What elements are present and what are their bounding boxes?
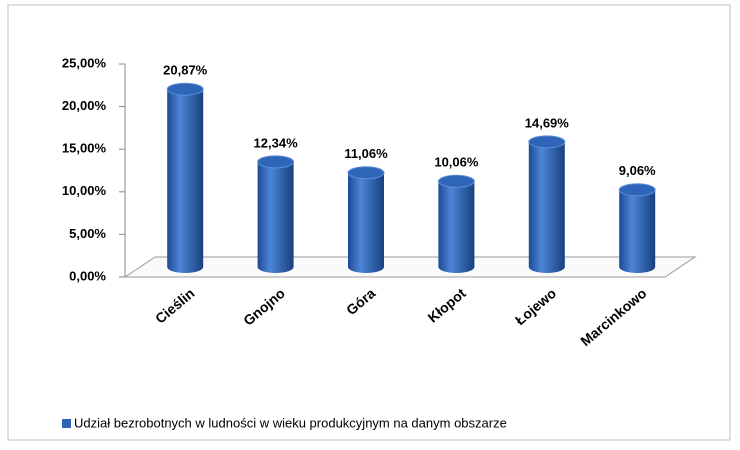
legend-label: Udział bezrobotnych w ludności w wieku p… bbox=[74, 415, 507, 430]
y-tick-label: 5,00% bbox=[69, 226, 106, 241]
data-label: 9,06% bbox=[619, 163, 656, 178]
bar-top bbox=[618, 183, 656, 197]
data-label: 10,06% bbox=[434, 155, 479, 170]
y-tick-label: 25,00% bbox=[62, 55, 107, 70]
bar-top bbox=[257, 155, 295, 169]
bar bbox=[528, 141, 565, 273]
bar bbox=[167, 89, 204, 274]
bar bbox=[619, 189, 656, 273]
bar-top bbox=[166, 82, 204, 96]
y-tick-label: 10,00% bbox=[62, 183, 107, 198]
floor bbox=[123, 256, 697, 278]
data-label: 11,06% bbox=[344, 146, 388, 161]
y-tick-label: 15,00% bbox=[62, 141, 107, 156]
data-label: 20,87% bbox=[163, 63, 208, 78]
legend-swatch bbox=[62, 419, 71, 428]
bar-top bbox=[437, 174, 475, 188]
bar bbox=[257, 161, 294, 273]
data-label: 14,69% bbox=[525, 115, 570, 130]
bar bbox=[438, 181, 475, 273]
y-tick-label: 20,00% bbox=[62, 98, 107, 113]
bar bbox=[348, 172, 384, 273]
bar-top bbox=[528, 135, 566, 149]
y-tick-label: 0,00% bbox=[69, 268, 106, 283]
data-label: 12,34% bbox=[254, 135, 299, 150]
bar-top bbox=[347, 166, 385, 180]
